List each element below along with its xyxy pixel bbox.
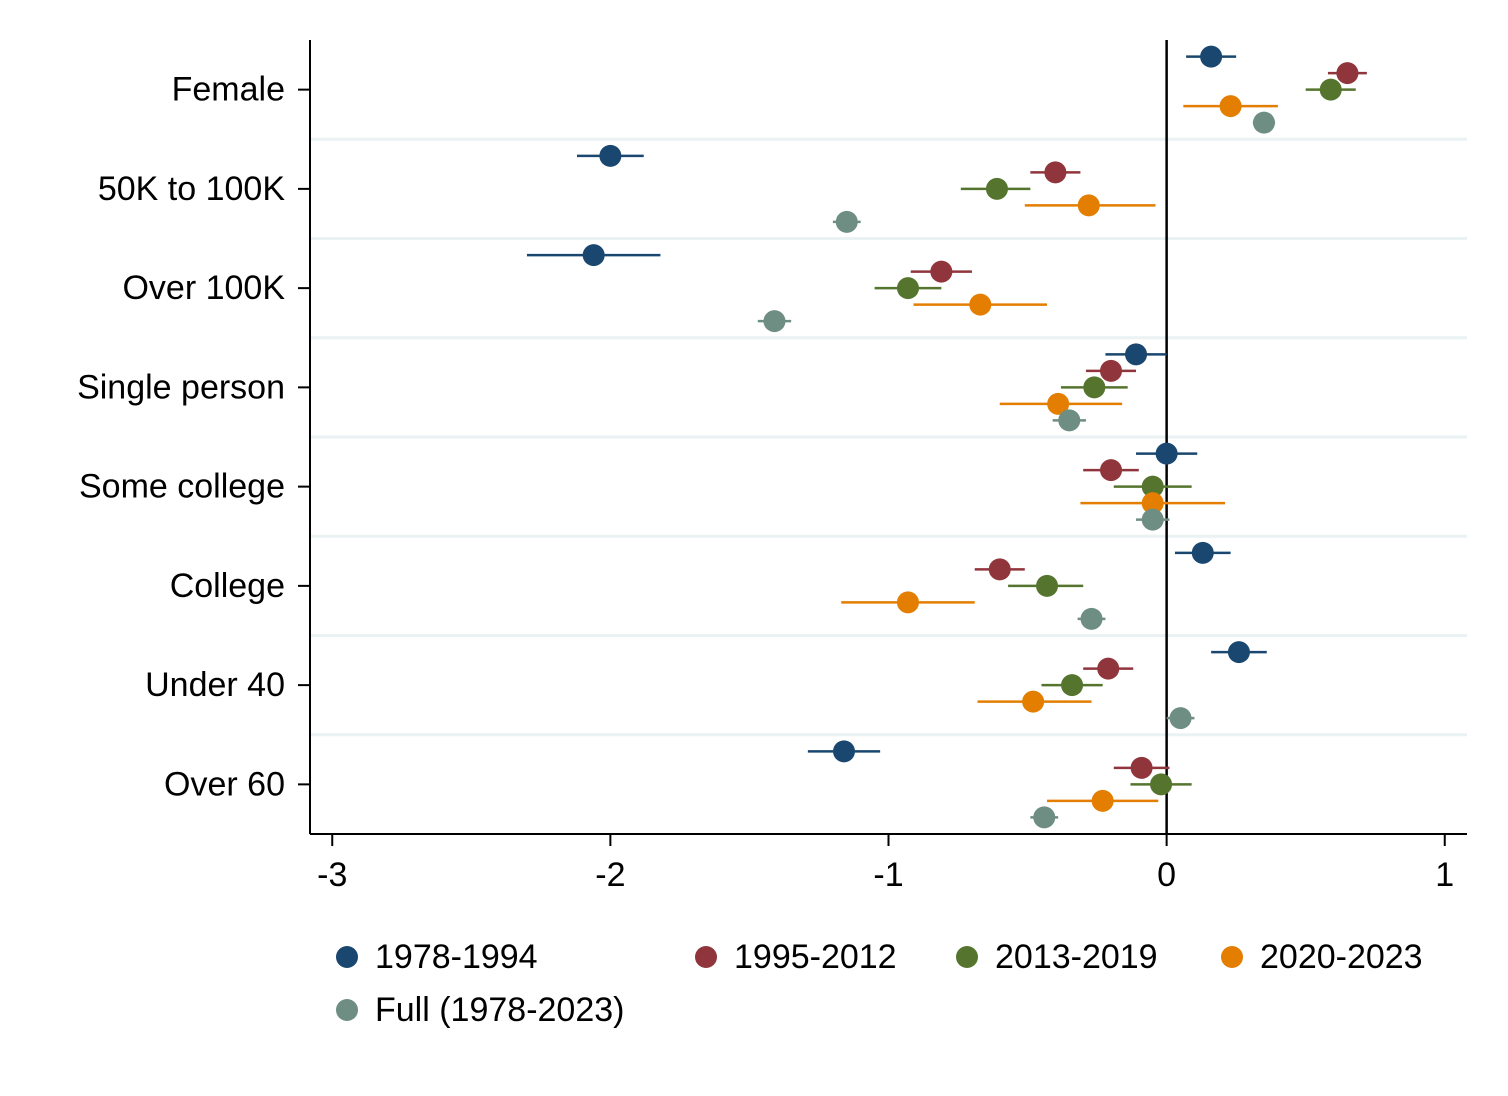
legend-marker-1978-1994 [336,946,358,968]
y-tick-label-50k-to-100k: 50K to 100K [98,170,285,208]
x-tick-label: -1 [873,856,903,894]
point-full-1978-2023-college [1080,607,1103,630]
point-2013-2019-under-40 [1061,674,1084,697]
point-1978-1994-under-40 [1227,641,1250,664]
point-2020-2023-over-100k [969,293,992,316]
series-1995-2012 [910,62,1367,779]
point-2013-2019-over-100k [896,277,919,300]
point-1995-2012-female [1336,62,1359,85]
point-2020-2023-female [1219,95,1242,118]
point-2013-2019-single-person [1083,376,1106,399]
y-tick-label-over-100k: Over 100K [122,269,285,307]
y-tick-label-college: College [170,567,285,605]
y-tick-label-some-college: Some college [79,468,285,506]
x-tick-label: -2 [595,856,625,894]
series-full-1978-2023 [757,111,1276,829]
point-1995-2012-under-40 [1097,657,1120,680]
legend-item-2013-2019: 2013-2019 [956,938,1158,976]
point-2013-2019-over-60 [1150,773,1173,796]
series-2013-2019 [874,78,1356,796]
point-1995-2012-over-60 [1130,756,1153,779]
series-2020-2023 [841,95,1278,812]
point-2020-2023-50k-to-100k [1077,194,1100,217]
point-1978-1994-single-person [1125,343,1148,366]
legend: 1978-1994 1995-2012 2013-2019 2020-2023 Full… [336,938,1423,1029]
point-1978-1994-college [1191,541,1214,564]
legend-label-1978-1994: 1978-1994 [375,938,538,976]
point-full-1978-2023-some-college [1141,508,1164,531]
legend-marker-1995-2012 [695,946,717,968]
point-1995-2012-50k-to-100k [1044,161,1067,184]
point-1978-1994-over-60 [833,740,855,763]
point-2013-2019-50k-to-100k [985,177,1008,200]
legend-item-1995-2012: 1995-2012 [695,938,897,976]
point-1995-2012-single-person [1100,359,1122,382]
legend-item-1978-1994: 1978-1994 [336,938,538,976]
series-1978-1994 [526,45,1267,763]
point-full-1978-2023-female [1252,111,1275,134]
y-tick-label-over-60: Over 60 [164,765,285,803]
point-2020-2023-under-40 [1022,690,1045,713]
y-tick-label-female: Female [172,71,285,109]
x-tick-label: 0 [1157,856,1176,894]
point-1978-1994-some-college [1155,442,1178,465]
legend-marker-2013-2019 [956,946,978,968]
y-tick-label-under-40: Under 40 [145,666,285,704]
point-full-1978-2023-over-100k [763,310,786,333]
legend-label-1995-2012: 1995-2012 [734,938,897,976]
legend-label-2013-2019: 2013-2019 [995,938,1158,976]
point-1995-2012-over-100k [930,260,953,283]
point-full-1978-2023-50k-to-100k [835,210,858,233]
point-1978-1994-50k-to-100k [599,144,622,167]
point-1978-1994-over-100k [582,244,605,267]
axes: Female 50K to 100K Over 100K Single person S… [77,40,1467,894]
legend-item-full-1978-2023: Full (1978-2023) [336,991,624,1029]
point-2013-2019-female [1319,78,1342,101]
point-1995-2012-college [988,558,1011,581]
point-2013-2019-college [1036,574,1059,597]
legend-label-full-1978-2023: Full (1978-2023) [375,991,624,1029]
point-full-1978-2023-single-person [1058,409,1081,432]
point-2020-2023-over-60 [1091,789,1114,812]
point-2020-2023-single-person [1047,392,1070,415]
x-tick-label: 1 [1435,856,1454,894]
x-tick-label: -3 [317,856,347,894]
legend-marker-full-1978-2023 [336,999,358,1021]
legend-label-2020-2023: 2020-2023 [1260,938,1423,976]
point-1978-1994-female [1200,45,1223,68]
point-2013-2019-some-college [1141,475,1164,498]
y-tick-label-single-person: Single person [77,368,285,406]
point-full-1978-2023-over-60 [1033,806,1056,829]
point-2020-2023-college [896,591,919,614]
legend-marker-2020-2023 [1221,946,1243,968]
point-full-1978-2023-under-40 [1169,707,1192,730]
point-1995-2012-some-college [1100,459,1122,482]
series-markers [526,45,1367,829]
legend-item-2020-2023: 2020-2023 [1221,938,1423,976]
category-separators [310,137,1467,737]
point-2020-2023-some-college [1141,492,1164,515]
